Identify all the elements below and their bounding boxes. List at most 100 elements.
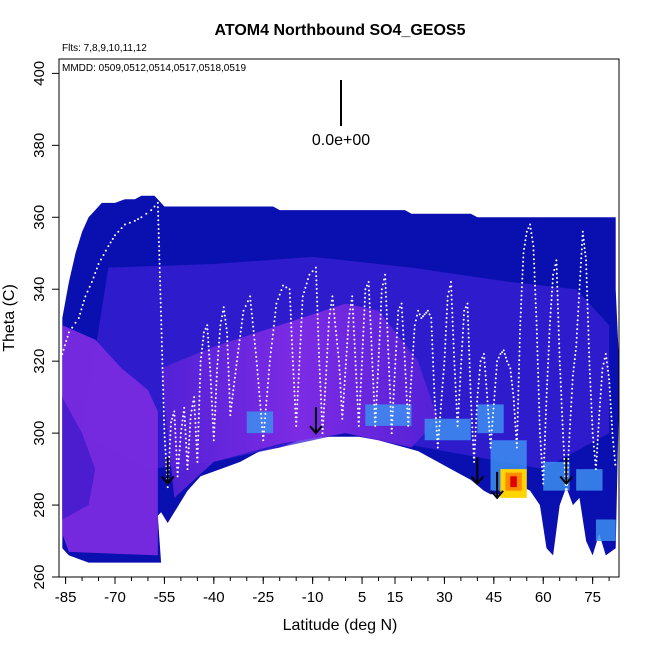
track-point (408, 399, 411, 402)
track-point (445, 317, 448, 319)
track-point (396, 323, 399, 326)
track-point (339, 377, 341, 380)
track-point (601, 367, 604, 370)
track-point (435, 425, 438, 428)
track-point (470, 404, 473, 407)
track-point (546, 366, 549, 369)
track-point (289, 305, 292, 308)
track-point (164, 448, 167, 451)
track-point (316, 300, 319, 303)
track-point (162, 406, 165, 408)
track-point (379, 317, 382, 320)
track-point (597, 430, 600, 433)
track-point (392, 388, 395, 391)
track-point (326, 351, 329, 354)
arrow-head (559, 475, 574, 486)
track-point (348, 312, 351, 315)
track-point (267, 382, 269, 385)
track-point (291, 351, 294, 354)
track-point (320, 406, 323, 409)
track-point (520, 298, 523, 301)
track-point (162, 393, 165, 395)
track-point (401, 324, 404, 327)
track-point (319, 377, 321, 380)
track-point (516, 437, 519, 440)
track-point (318, 355, 321, 358)
track-point (466, 306, 469, 309)
scale-marker: 0.0e+00 (312, 80, 370, 149)
track-point (546, 379, 549, 382)
track-point (179, 440, 182, 443)
track-point (612, 441, 615, 444)
track-point (468, 345, 470, 348)
track-point (405, 381, 407, 384)
field-light-blue-1 (424, 418, 471, 441)
track-point (588, 355, 591, 358)
track-point (533, 267, 536, 269)
flights-note: Flts: 7,8,9,10,11,12 (62, 43, 147, 54)
track-point (559, 368, 562, 371)
track-point (160, 319, 163, 322)
track-point (543, 456, 546, 459)
track-point (459, 376, 462, 379)
track-point (487, 408, 490, 411)
track-point (520, 290, 523, 293)
track-point (300, 312, 303, 315)
track-point (538, 419, 541, 422)
track-point (327, 321, 330, 324)
track-point (473, 456, 476, 459)
track-point (568, 436, 571, 439)
track-point (197, 412, 200, 415)
track-point (316, 296, 318, 299)
track-point (591, 432, 594, 435)
track-point (183, 406, 186, 409)
track-point (412, 349, 415, 352)
track-point (262, 434, 265, 437)
track-point (294, 403, 297, 406)
track-point (582, 234, 585, 237)
track-point (610, 419, 613, 422)
track-point (372, 395, 375, 398)
track-point (502, 349, 505, 352)
track-point (522, 252, 525, 255)
track-point (548, 328, 551, 331)
track-point (570, 392, 573, 395)
track-point (237, 351, 239, 354)
track-point (436, 446, 439, 449)
track-point (511, 387, 514, 390)
track-point (431, 339, 434, 341)
track-point (355, 381, 358, 384)
track-point (301, 308, 304, 311)
track-point (228, 388, 231, 390)
track-point (294, 407, 297, 410)
track-point (472, 443, 475, 446)
track-point (242, 309, 245, 312)
track-point (613, 459, 616, 462)
track-point (181, 423, 183, 426)
track-point (301, 299, 304, 302)
track-point (223, 310, 226, 313)
track-point (380, 288, 383, 291)
track-point (277, 298, 280, 301)
track-point (61, 353, 64, 355)
track-point (340, 404, 343, 407)
track-point (587, 333, 590, 336)
track-point (376, 390, 378, 393)
track-point (512, 392, 515, 394)
track-point (402, 329, 405, 332)
track-point (215, 384, 218, 387)
track-point (544, 435, 546, 437)
track-point (437, 433, 440, 436)
track-point (295, 416, 298, 419)
track-point (320, 411, 323, 413)
track-point (455, 407, 458, 410)
track-point (392, 401, 395, 404)
x-tick-label: 45 (485, 589, 502, 606)
y-axis: 260 280 300 320 340 360 380 400 (31, 61, 59, 590)
track-point (439, 416, 442, 419)
track-point (591, 423, 594, 426)
track-point (222, 306, 225, 309)
track-point (331, 295, 334, 298)
track-point (455, 403, 458, 406)
track-point (492, 403, 495, 406)
